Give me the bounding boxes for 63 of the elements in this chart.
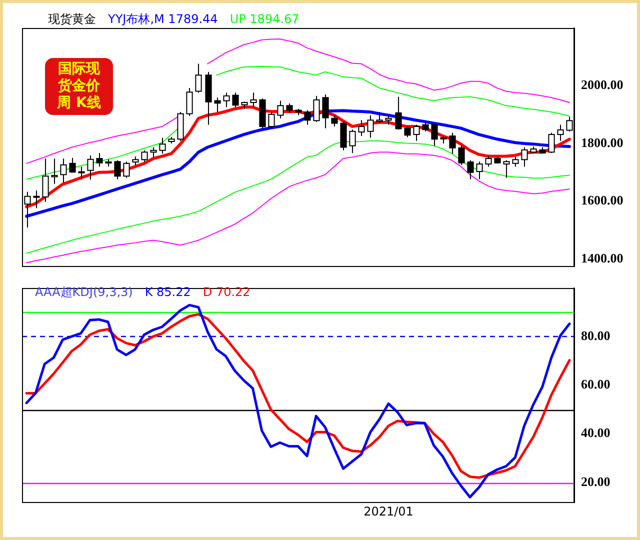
candlestick <box>159 137 166 154</box>
candlestick <box>385 114 392 126</box>
candlestick <box>395 96 402 130</box>
annotation: 国际现货金价周 K线 <box>45 58 113 115</box>
candlestick <box>51 158 58 184</box>
candlestick <box>60 158 67 183</box>
candlestick <box>123 161 130 178</box>
candlestick <box>78 166 85 180</box>
y-tick-label: 20.00 <box>581 474 610 489</box>
text: YYJ布林,M 1789.44 <box>108 12 218 26</box>
y-tick-label: 80.00 <box>581 328 610 343</box>
candlestick <box>114 160 121 180</box>
candlestick <box>358 120 365 136</box>
candlestick <box>521 146 528 168</box>
candlestick <box>431 122 438 146</box>
candlestick <box>268 112 275 129</box>
candlestick <box>96 152 103 168</box>
series-label: K 85.22 <box>144 285 191 299</box>
candlestick <box>286 102 293 114</box>
candlestick <box>42 158 49 202</box>
candlestick <box>186 88 193 117</box>
candlestick <box>223 92 230 108</box>
y-tick-label: 1800.00 <box>581 134 624 150</box>
y-tick-label: 40.00 <box>581 425 610 440</box>
candlestick <box>322 94 329 129</box>
candlestick <box>150 146 157 158</box>
candlestick <box>467 160 474 180</box>
candlestick <box>349 129 356 154</box>
candlestick <box>141 150 148 162</box>
candlestick <box>376 112 383 124</box>
chart-title: AAA超KDJ(9,3,3) <box>35 285 133 299</box>
candlestick <box>485 154 492 168</box>
y-tick-label: 60.00 <box>581 376 610 392</box>
y-tick-label: 2000.00 <box>581 77 624 92</box>
candlestick <box>512 156 519 168</box>
candlestick <box>195 63 202 94</box>
y-tick-label: 1400.00 <box>581 250 624 266</box>
y-tick-label: 1600.00 <box>581 192 624 208</box>
candlestick <box>340 121 347 151</box>
candlestick <box>503 160 510 178</box>
series-label: D 70.22 <box>202 285 250 299</box>
candlestick <box>449 132 456 154</box>
candlestick <box>304 110 311 126</box>
candlestick <box>277 100 284 119</box>
candlestick <box>313 95 320 122</box>
candlestick <box>458 145 465 166</box>
candlestick <box>367 114 374 138</box>
candlestick <box>250 92 257 108</box>
candlestick <box>404 126 411 138</box>
candlestick <box>422 121 429 132</box>
candlestick <box>232 92 239 108</box>
candlestick <box>33 190 40 209</box>
text: UP 1894.67 <box>230 12 300 26</box>
candlestick <box>557 124 564 142</box>
candlestick <box>476 161 483 180</box>
candlestick <box>413 124 420 142</box>
chart-title: 现货黄金 <box>48 12 96 26</box>
candlestick <box>331 114 338 127</box>
x-tick-label: 2021/01 <box>364 504 414 518</box>
candlestick <box>69 157 76 173</box>
candlestick <box>214 97 221 113</box>
candlestick <box>548 132 555 154</box>
candlestick <box>87 154 94 180</box>
